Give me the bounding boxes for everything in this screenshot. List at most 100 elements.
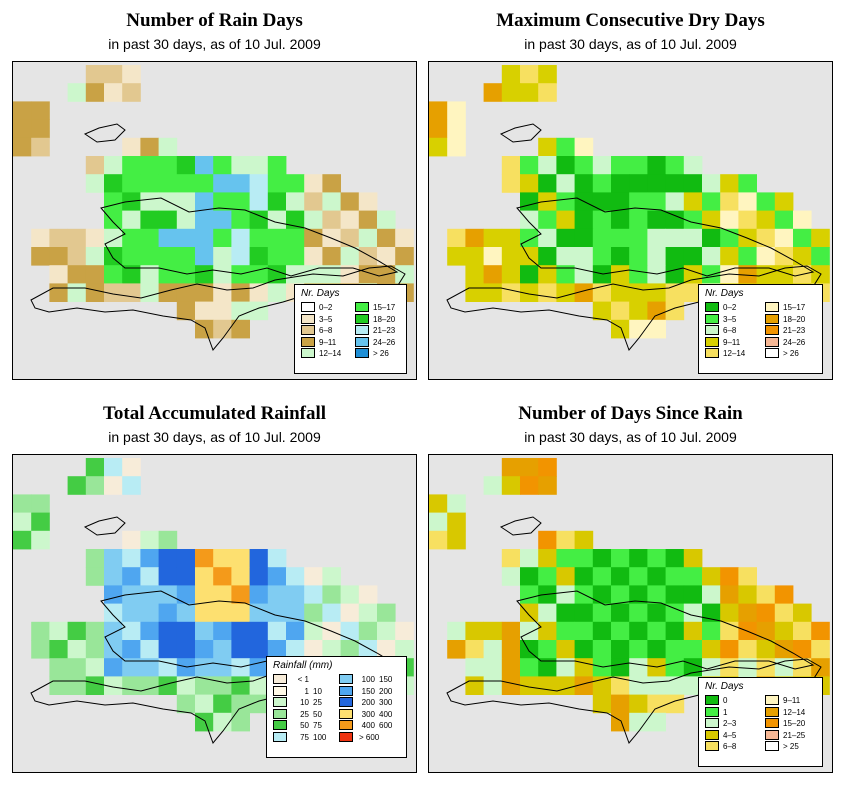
- grid-cell: [104, 549, 123, 568]
- grid-cell: [483, 640, 503, 659]
- grid-cell: [286, 603, 305, 623]
- grid-cell: [358, 247, 378, 266]
- grid-cell: [738, 192, 757, 211]
- grid-cell: [286, 640, 305, 659]
- grid-cell: [176, 192, 196, 211]
- grid-cell: [304, 585, 323, 604]
- grid-cell: [592, 694, 612, 714]
- grid-cell: [231, 301, 250, 321]
- legend-range-high: 200: [379, 686, 393, 696]
- grid-cell: [520, 192, 539, 211]
- grid-cell: [793, 640, 812, 659]
- grid-cell: [501, 83, 521, 102]
- grid-cell: [249, 156, 269, 175]
- grid-cell: [104, 621, 123, 641]
- legend-label: 4–5: [723, 730, 737, 740]
- grid-cell: [13, 101, 32, 120]
- grid-cell: [340, 621, 360, 641]
- grid-cell: [213, 567, 232, 586]
- grid-cell: [702, 603, 721, 623]
- grid-cell: [49, 247, 68, 266]
- legend-label: 21–23: [373, 326, 396, 335]
- grid-cell: [176, 694, 196, 714]
- grid-cell: [574, 603, 594, 623]
- grid-cell: [702, 228, 721, 248]
- grid-cell: [647, 283, 666, 302]
- grid-cell: [395, 247, 414, 266]
- grid-cell: [158, 174, 178, 193]
- grid-cell: [377, 621, 396, 641]
- grid-cell: [195, 658, 214, 677]
- grid-cell: [286, 228, 305, 248]
- grid-cell: [574, 156, 594, 175]
- grid-cell: [647, 603, 666, 623]
- grid-cell: [377, 228, 396, 248]
- grid-cell: [683, 567, 703, 586]
- grid-cell: [520, 156, 539, 175]
- grid-cell: [377, 247, 396, 266]
- map-title: Number of Days Since Rain: [518, 403, 743, 424]
- grid-cell: [195, 210, 214, 230]
- grid-cell: [447, 494, 466, 513]
- grid-cell: [104, 210, 123, 230]
- legend-swatch: [339, 697, 353, 707]
- legend-swatch: [705, 302, 719, 312]
- grid-cell: [538, 228, 557, 248]
- map-title: Total Accumulated Rainfall: [102, 403, 327, 424]
- grid-cell: [140, 603, 159, 623]
- grid-cell: [592, 265, 612, 284]
- grid-cell: [774, 228, 794, 248]
- grid-cell: [647, 192, 666, 211]
- grid-cell: [213, 192, 232, 211]
- grid-cell: [49, 228, 68, 248]
- legend-label: 0: [723, 696, 728, 705]
- grid-cell: [122, 65, 141, 84]
- grid-cell: [213, 319, 232, 339]
- grid-cell: [140, 265, 159, 284]
- grid-cell: [629, 694, 648, 714]
- grid-cell: [231, 676, 250, 695]
- legend-swatch: [765, 325, 779, 335]
- grid-cell: [683, 228, 703, 248]
- grid-cell: [286, 567, 305, 586]
- grid-cell: [592, 621, 612, 641]
- grid-cell: [158, 658, 178, 677]
- grid-cell: [267, 247, 287, 266]
- grid-cell: [520, 265, 539, 284]
- grid-cell: [683, 210, 703, 230]
- grid-cell: [574, 137, 594, 157]
- grid-cell: [483, 228, 503, 248]
- legend: Nr. Days 0–2 3–5 6–8 9–11 12–14 15–17 18–20 21–…: [294, 284, 407, 374]
- grid-cell: [702, 567, 721, 586]
- grid-cell: [665, 265, 685, 284]
- grid-cell: [122, 567, 141, 586]
- legend-label: 24–26: [373, 337, 396, 347]
- grid-cell: [756, 603, 776, 623]
- grid-cell: [340, 603, 360, 623]
- grid-cell: [31, 228, 50, 248]
- grid-cell: [231, 567, 250, 586]
- legend-swatch: [273, 697, 287, 707]
- grid-cell: [122, 621, 141, 641]
- grid-cell: [611, 301, 630, 321]
- grid-cell: [738, 247, 757, 266]
- legend-label: 9–11: [723, 337, 741, 347]
- grid-cell: [611, 319, 630, 339]
- grid-cell: [358, 603, 378, 623]
- grid-cell: [611, 228, 630, 248]
- grid-cell: [104, 65, 123, 84]
- grid-cell: [104, 585, 123, 604]
- grid-cell: [429, 512, 448, 532]
- legend-range-high: 300: [379, 698, 393, 707]
- grid-cell: [429, 119, 448, 139]
- grid-cell: [629, 156, 648, 175]
- grid-cell: [122, 83, 141, 102]
- grid-cell: [231, 210, 250, 230]
- grid-cell: [195, 640, 214, 659]
- grid-cell: [67, 658, 87, 677]
- grid-cell: [85, 283, 105, 302]
- grid-cell: [158, 210, 178, 230]
- grid-cell: [104, 567, 123, 586]
- grid-cell: [647, 156, 666, 175]
- grid-cell: [665, 210, 685, 230]
